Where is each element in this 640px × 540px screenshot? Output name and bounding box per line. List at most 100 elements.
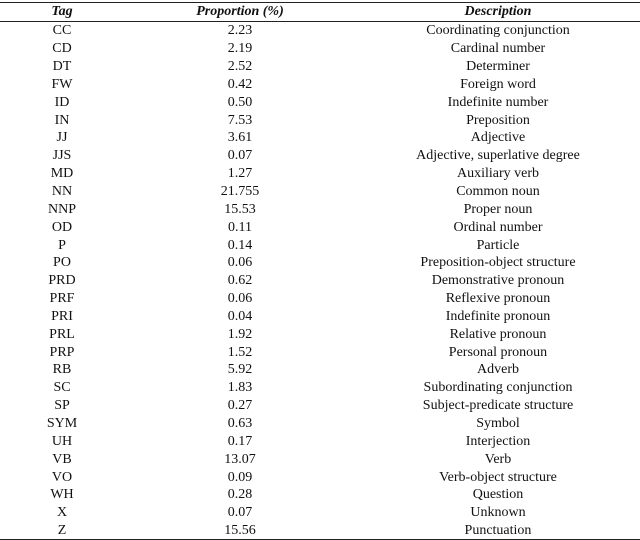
proportion-cell: 0.11	[228, 219, 252, 235]
description-cell: Adjective, superlative degree	[416, 148, 580, 164]
table-row: OD 0.11 Ordinal number	[0, 218, 640, 236]
table-row: JJS 0.07 Adjective, superlative degree	[0, 147, 640, 165]
table-row: PRI 0.04 Indefinite pronoun	[0, 308, 640, 326]
table-row: SC 1.83 Subordinating conjunction	[0, 379, 640, 397]
proportion-cell: 0.06	[227, 291, 253, 307]
tag-cell: ID	[54, 94, 70, 110]
proportion-cell: 0.27	[227, 398, 253, 414]
proportion-cell: 1.52	[227, 344, 253, 360]
table-row: SP 0.27 Subject-predicate structure	[0, 397, 640, 415]
table-row: WH 0.28 Question	[0, 486, 640, 504]
proportion-cell: 0.62	[227, 273, 253, 289]
table-row: NN 21.755 Common noun	[0, 183, 640, 201]
header-row: Tag Proportion (%) Description	[0, 2, 640, 22]
tag-cell: JJ	[56, 130, 68, 146]
table-row: DT 2.52 Determiner	[0, 58, 640, 76]
description-cell: Question	[472, 487, 524, 503]
tag-cell: PO	[53, 255, 71, 271]
table-row: PRD 0.62 Demonstrative pronoun	[0, 272, 640, 290]
description-cell: Auxiliary verb	[456, 166, 540, 182]
description-cell: Punctuation	[464, 523, 532, 539]
description-cell: Ordinal number	[453, 219, 543, 235]
description-cell: Relative pronoun	[449, 326, 547, 342]
tag-cell: VO	[51, 469, 73, 485]
description-cell: Preposition-object structure	[420, 255, 576, 271]
description-cell: Verb-object structure	[439, 469, 557, 485]
proportion-cell: 0.17	[227, 433, 253, 449]
table-header: Tag Proportion (%) Description	[0, 2, 640, 22]
tag-cell: PRP	[49, 344, 75, 360]
description-cell: Symbol	[476, 415, 520, 431]
tag-cell: Z	[57, 523, 67, 539]
description-cell: Personal pronoun	[448, 344, 548, 360]
proportion-cell: 0.42	[227, 76, 253, 92]
description-cell: Foreign word	[460, 76, 536, 92]
table-row: Z 15.56 Punctuation	[0, 522, 640, 540]
proportion-cell: 0.28	[227, 487, 253, 503]
table-row: X 0.07 Unknown	[0, 504, 640, 522]
tag-cell: PRF	[49, 291, 75, 307]
description-cell: Determiner	[466, 59, 530, 75]
table-row: FW 0.42 Foreign word	[0, 76, 640, 94]
proportion-cell: 0.04	[227, 308, 253, 324]
table-row: VO 0.09 Verb-object structure	[0, 468, 640, 486]
table-row: CD 2.19 Cardinal number	[0, 40, 640, 58]
column-header-proportion: Proportion (%)	[196, 4, 284, 19]
table-row: MD 1.27 Auxiliary verb	[0, 165, 640, 183]
table-row: UH 0.17 Interjection	[0, 432, 640, 450]
column-header-tag: Tag	[51, 4, 73, 19]
description-cell: Adverb	[477, 362, 519, 378]
table-row: IN 7.53 Preposition	[0, 111, 640, 129]
description-cell: Interjection	[465, 433, 531, 449]
proportion-cell: 0.06	[227, 255, 253, 271]
description-cell: Indefinite number	[447, 94, 549, 110]
tag-cell: IN	[54, 112, 70, 128]
table-row: PRP 1.52 Personal pronoun	[0, 343, 640, 361]
proportion-cell: 0.07	[227, 148, 253, 164]
description-cell: Particle	[476, 237, 520, 253]
tag-cell: PRD	[48, 273, 76, 289]
tag-cell: NNP	[47, 201, 76, 217]
tag-cell: OD	[51, 219, 73, 235]
tag-cell: CD	[52, 41, 72, 57]
tag-cell: DT	[52, 59, 72, 75]
description-cell: Unknown	[470, 505, 526, 521]
table-row: ID 0.50 Indefinite number	[0, 93, 640, 111]
proportion-cell: 13.07	[224, 451, 256, 467]
tag-cell: X	[56, 505, 68, 521]
tag-cell: MD	[50, 166, 74, 182]
proportion-cell: 15.53	[224, 201, 256, 217]
table-row: JJ 3.61 Adjective	[0, 129, 640, 147]
table-row: P 0.14 Particle	[0, 236, 640, 254]
description-cell: Reflexive pronoun	[445, 291, 551, 307]
proportion-cell: 21.755	[220, 184, 260, 200]
proportion-cell: 15.56	[224, 523, 256, 539]
tag-cell: SYM	[46, 415, 78, 431]
tag-cell: UH	[51, 433, 73, 449]
table-row: SYM 0.63 Symbol	[0, 415, 640, 433]
table-row: PRF 0.06 Reflexive pronoun	[0, 290, 640, 308]
proportion-cell: 5.92	[227, 362, 253, 378]
table-row: RB 5.92 Adverb	[0, 361, 640, 379]
proportion-cell: 1.83	[227, 380, 253, 396]
table-row: NNP 15.53 Proper noun	[0, 200, 640, 218]
description-cell: Verb	[484, 451, 512, 467]
proportion-cell: 3.61	[227, 130, 253, 146]
proportion-cell: 0.14	[227, 237, 253, 253]
proportion-cell: 2.23	[227, 23, 253, 39]
description-cell: Coordinating conjunction	[426, 23, 570, 39]
description-cell: Common noun	[456, 184, 540, 200]
description-cell: Subject-predicate structure	[422, 398, 574, 414]
tag-cell: RB	[52, 362, 72, 378]
proportion-cell: 2.19	[227, 41, 253, 57]
tag-cell: SP	[54, 398, 70, 414]
proportion-cell: 0.50	[227, 94, 253, 110]
description-cell: Preposition	[466, 112, 530, 128]
description-cell: Subordinating conjunction	[423, 380, 573, 396]
column-header-description: Description	[464, 4, 532, 19]
tag-cell: SC	[53, 380, 71, 396]
tag-cell: FW	[51, 76, 73, 92]
table-row: PRL 1.92 Relative pronoun	[0, 325, 640, 343]
